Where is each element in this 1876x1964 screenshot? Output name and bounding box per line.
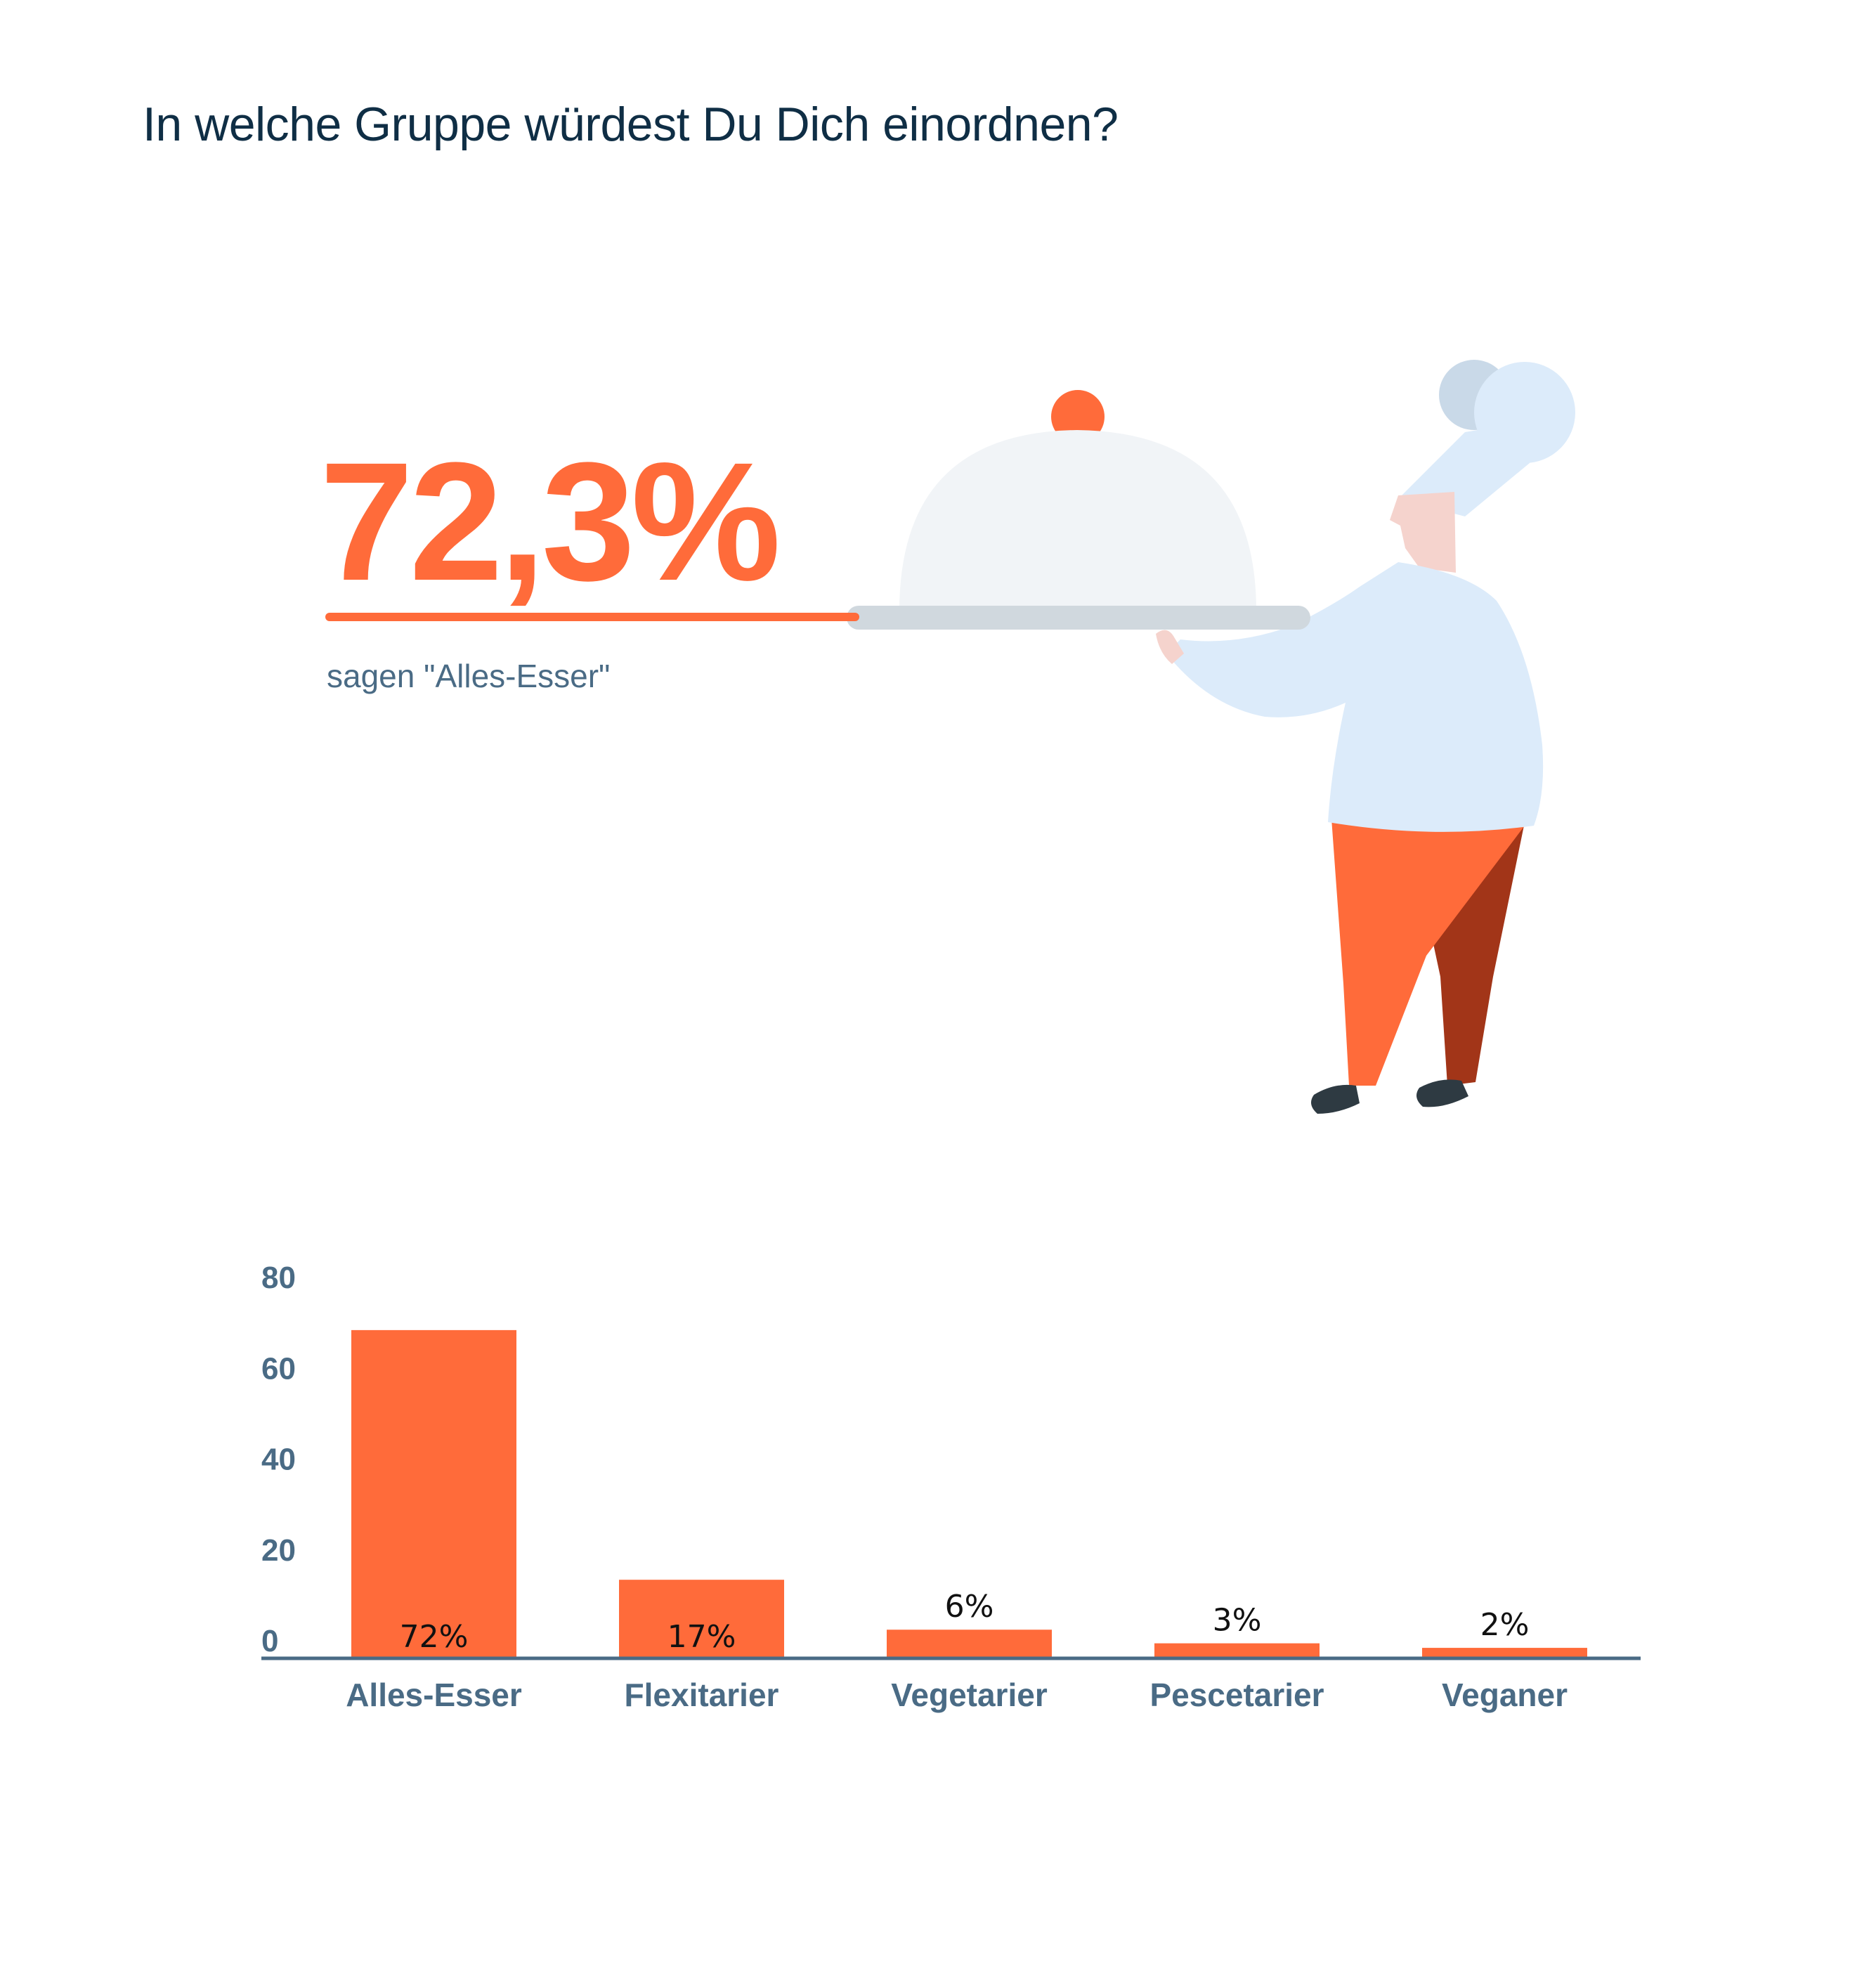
chef-shoe-left-icon: [1311, 1084, 1360, 1114]
y-tick-label-20: 20: [261, 1533, 296, 1568]
x-tick-label-alles-esser: Alles-Esser: [346, 1677, 522, 1713]
bar-vegetarier: [887, 1630, 1052, 1657]
data-labels: 72% 17% 6% 3% 2%: [400, 1589, 1530, 1655]
x-tick-label-vegetarier: Vegetarier: [891, 1677, 1048, 1713]
x-tick-label-veganer: Veganer: [1442, 1677, 1568, 1713]
x-tick-label-pescetarier: Pescetarier: [1149, 1677, 1324, 1713]
chef-hand-icon: [1156, 630, 1184, 664]
cloche-dome-icon: [899, 430, 1256, 611]
chef-shoe-right-icon: [1416, 1079, 1468, 1107]
x-tick-label-flexitarier: Flexitarier: [625, 1677, 779, 1713]
bar-alles-esser: [351, 1329, 516, 1657]
chef-hat-band-icon: [1398, 422, 1546, 516]
bar-flexitarier: [619, 1580, 784, 1657]
highlight-caption: sagen "Alles-Esser": [327, 658, 611, 694]
highlight-underline: [325, 613, 859, 621]
chef-coat-icon: [1166, 562, 1544, 832]
cloche-knob-icon: [1051, 390, 1105, 443]
y-axis-ticks: 0 20 40 60 80: [261, 1261, 296, 1658]
chef-face-icon: [1390, 492, 1456, 573]
y-tick-label-0: 0: [261, 1624, 278, 1658]
chef-with-cloche-illustration: [847, 360, 1575, 1114]
bar-veganer: [1422, 1648, 1587, 1657]
data-label-veganer: 2%: [1480, 1607, 1530, 1643]
bars: [351, 1329, 1587, 1657]
data-label-pescetarier: 3%: [1213, 1603, 1262, 1639]
x-axis-labels: Alles-Esser Flexitarier Vegetarier Pescetar…: [346, 1677, 1568, 1713]
highlight-value: 72,3%: [320, 427, 781, 616]
y-tick-label-60: 60: [261, 1351, 296, 1386]
y-tick-label-40: 40: [261, 1443, 296, 1477]
y-tick-label-80: 80: [261, 1261, 296, 1295]
chef-trousers-icon: [1331, 819, 1525, 1086]
data-label-vegetarier: 6%: [945, 1589, 994, 1625]
page-title: In welche Gruppe würdest Du Dich einordn…: [143, 98, 1119, 151]
data-label-alles-esser: 72%: [400, 1619, 469, 1655]
bar-pescetarier: [1154, 1643, 1320, 1657]
serving-tray-icon: [847, 606, 1310, 630]
data-label-flexitarier: 17%: [667, 1619, 736, 1655]
